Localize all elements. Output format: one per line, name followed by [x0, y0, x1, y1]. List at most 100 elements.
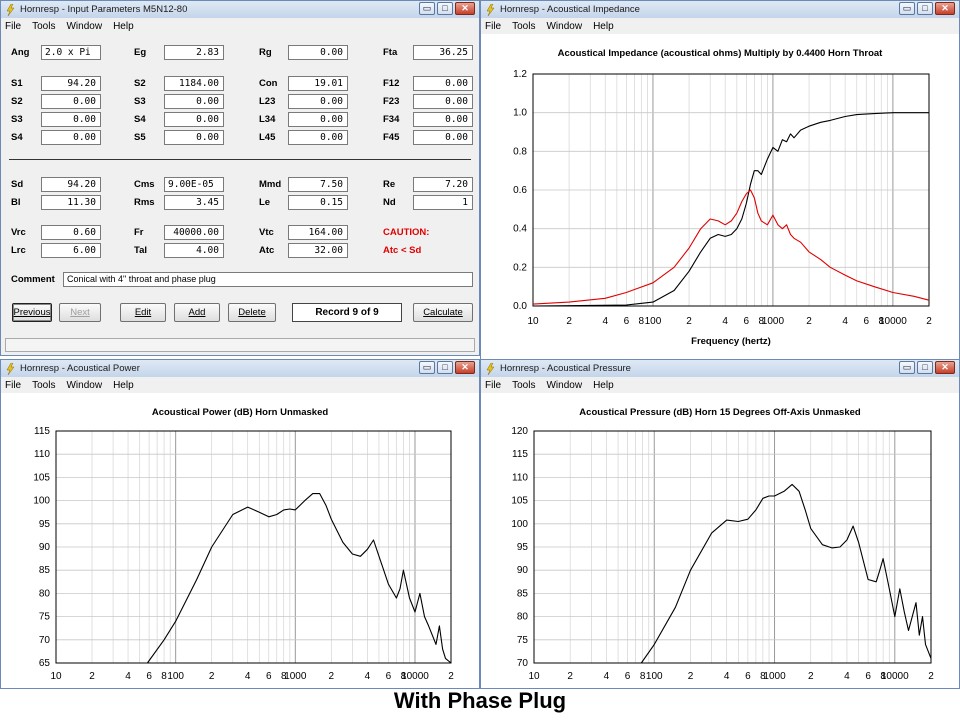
close-button[interactable]: ✕	[455, 361, 475, 374]
y-tick-label: 1.0	[513, 108, 527, 119]
menu-tools[interactable]: Tools	[512, 379, 536, 391]
close-button[interactable]: ✕	[935, 361, 955, 374]
pressure-titlebar[interactable]: Hornresp - Acoustical Pressure ▭ □ ✕	[481, 360, 959, 377]
param-rms-field[interactable]: 3.45	[164, 195, 224, 210]
impedance-titlebar[interactable]: Hornresp - Acoustical Impedance ▭ □ ✕	[481, 1, 959, 18]
chart-grid	[534, 430, 931, 664]
x-tick-label: 8	[281, 671, 287, 682]
x-tick-label: 10000	[401, 671, 429, 682]
param-vtc-field[interactable]: 164.00	[288, 225, 348, 240]
previous-button-label: Previous	[13, 307, 51, 318]
series-line-0	[532, 112, 929, 307]
param-s4-field[interactable]: 0.00	[41, 130, 101, 145]
menu-window[interactable]: Window	[546, 20, 583, 32]
param-s4-field[interactable]: 0.00	[164, 112, 224, 127]
maximize-button[interactable]: □	[917, 2, 933, 15]
param-l34-field[interactable]: 0.00	[288, 112, 348, 127]
param-con-field[interactable]: 19.01	[288, 76, 348, 91]
power-titlebar[interactable]: Hornresp - Acoustical Power ▭ □ ✕	[1, 360, 479, 377]
param-le-field[interactable]: 0.15	[288, 195, 348, 210]
minimize-button[interactable]: ▭	[419, 2, 435, 15]
minimize-button[interactable]: ▭	[899, 2, 915, 15]
param-tal-field[interactable]: 4.00	[164, 243, 224, 258]
calculate-button[interactable]: Calculate	[413, 303, 473, 322]
param-fr-field[interactable]: 40000.00	[164, 225, 224, 240]
param-f34-field[interactable]: 0.00	[413, 112, 473, 127]
maximize-button[interactable]: □	[437, 2, 453, 15]
menu-tools[interactable]: Tools	[32, 20, 56, 32]
edit-button[interactable]: Edit	[120, 303, 166, 322]
hornresp-app-icon	[486, 362, 495, 375]
input-titlebar[interactable]: Hornresp - Input Parameters M5N12-80 ▭ □…	[1, 1, 479, 18]
maximize-button[interactable]: □	[917, 361, 933, 374]
param-s1-field[interactable]: 94.20	[41, 76, 101, 91]
menu-help[interactable]: Help	[113, 20, 134, 32]
menu-file[interactable]: File	[485, 379, 502, 391]
param-lrc-field[interactable]: 6.00	[41, 243, 101, 258]
param-rms-label: Rms	[134, 197, 155, 208]
param-s3-field[interactable]: 0.00	[41, 112, 101, 127]
x-tick-label: 2	[926, 316, 932, 327]
x-tick-label: 4	[844, 671, 850, 682]
param-s2-field[interactable]: 1184.00	[164, 76, 224, 91]
param-sd-field[interactable]: 94.20	[41, 177, 101, 192]
x-tick-label: 2	[686, 316, 692, 327]
param-f23-field[interactable]: 0.00	[413, 94, 473, 109]
param-atc-field[interactable]: 32.00	[288, 243, 348, 258]
close-button[interactable]: ✕	[455, 2, 475, 15]
menu-file[interactable]: File	[5, 20, 22, 32]
param-nd-field[interactable]: 1	[413, 195, 473, 210]
x-tick-label: 2	[329, 671, 335, 682]
param-eg-field[interactable]: 2.83	[164, 45, 224, 60]
plot-frame	[532, 73, 930, 307]
param-re-field[interactable]: 7.20	[413, 177, 473, 192]
previous-button[interactable]: Previous	[12, 303, 52, 322]
menu-help[interactable]: Help	[593, 20, 614, 32]
x-tick-label: 2	[209, 671, 215, 682]
minimize-button[interactable]: ▭	[419, 361, 435, 374]
param-ang-field[interactable]: 2.0 x Pi	[41, 45, 101, 60]
param-f45-field[interactable]: 0.00	[413, 130, 473, 145]
menu-help[interactable]: Help	[593, 379, 614, 391]
menu-help[interactable]: Help	[113, 379, 134, 391]
next-button[interactable]: Next	[59, 303, 101, 322]
param-cms-field[interactable]: 9.00E-05	[164, 177, 224, 192]
menu-tools[interactable]: Tools	[512, 20, 536, 32]
add-button[interactable]: Add	[174, 303, 220, 322]
y-tick-label: 90	[517, 565, 529, 576]
param-bl-field[interactable]: 11.30	[41, 195, 101, 210]
y-tick-label: 95	[517, 542, 529, 553]
param-fta-field[interactable]: 36.25	[413, 45, 473, 60]
menu-window[interactable]: Window	[66, 20, 103, 32]
y-tick-label: 75	[517, 635, 529, 646]
minimize-button[interactable]: ▭	[899, 361, 915, 374]
y-tick-label: 100	[33, 496, 50, 507]
param-s3-field[interactable]: 0.00	[164, 94, 224, 109]
menu-window[interactable]: Window	[546, 379, 583, 391]
close-button[interactable]: ✕	[935, 2, 955, 15]
y-tick-label: 70	[517, 658, 529, 669]
menu-tools[interactable]: Tools	[32, 379, 56, 391]
x-tick-label: 6	[745, 671, 751, 682]
maximize-button[interactable]: □	[437, 361, 453, 374]
x-tick-label: 1000	[763, 671, 786, 682]
delete-button[interactable]: Delete	[228, 303, 276, 322]
param-s5-field[interactable]: 0.00	[164, 130, 224, 145]
menu-file[interactable]: File	[485, 20, 502, 32]
param-cms-label: Cms	[134, 179, 155, 190]
param-l23-field[interactable]: 0.00	[288, 94, 348, 109]
menu-window[interactable]: Window	[66, 379, 103, 391]
window-title: Hornresp - Acoustical Pressure	[500, 363, 631, 374]
param-f12-field[interactable]: 0.00	[413, 76, 473, 91]
x-tick-label: 2	[808, 671, 814, 682]
param-rg-field[interactable]: 0.00	[288, 45, 348, 60]
y-tick-label: 80	[517, 612, 529, 623]
comment-field[interactable]: Conical with 4" throat and phase plug	[63, 272, 473, 287]
param-vrc-field[interactable]: 0.60	[41, 225, 101, 240]
param-s2-field[interactable]: 0.00	[41, 94, 101, 109]
param-l45-field[interactable]: 0.00	[288, 130, 348, 145]
param-atc-label: Atc	[259, 245, 275, 256]
x-tick-label: 10	[527, 316, 539, 327]
param-mmd-field[interactable]: 7.50	[288, 177, 348, 192]
menu-file[interactable]: File	[5, 379, 22, 391]
